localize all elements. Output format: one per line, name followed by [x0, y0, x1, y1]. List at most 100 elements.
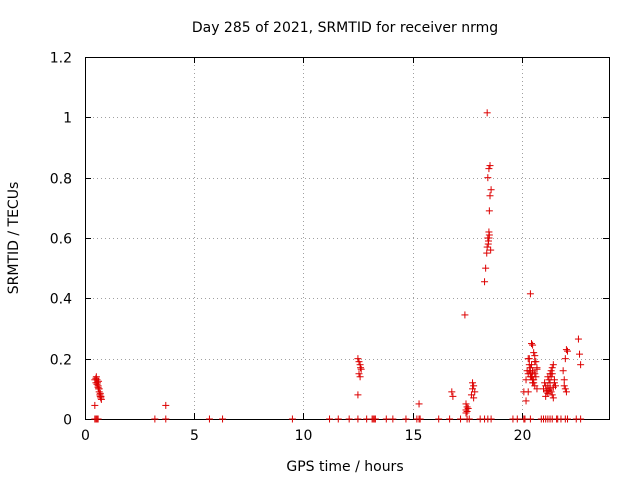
data-point: [484, 174, 492, 182]
data-point: [559, 367, 567, 375]
data-point: [449, 392, 457, 400]
data-point: [561, 385, 569, 393]
data-point: [577, 415, 585, 423]
data-point: [334, 415, 342, 423]
data-point: [524, 388, 532, 396]
data-point: [205, 415, 213, 423]
data-point: [544, 382, 552, 390]
y-tick-label: 0.2: [50, 353, 72, 369]
data-point: [356, 373, 364, 381]
data-point: [522, 397, 530, 405]
data-point: [151, 415, 159, 423]
data-point: [463, 407, 471, 415]
data-point: [547, 373, 555, 381]
data-point: [435, 415, 443, 423]
chart-title: Day 285 of 2021, SRMTID for receiver nrm…: [192, 20, 498, 36]
data-point: [486, 192, 494, 200]
data-point: [469, 379, 477, 387]
data-point: [550, 376, 558, 384]
data-point: [465, 415, 473, 423]
data-point: [533, 385, 541, 393]
data-point: [354, 415, 362, 423]
data-point: [548, 391, 556, 399]
data-point: [355, 370, 363, 378]
data-point: [357, 365, 365, 373]
x-axis-title: GPS time / hours: [286, 459, 403, 475]
data-point: [486, 162, 494, 170]
data-point: [462, 409, 470, 417]
data-point: [357, 364, 365, 372]
data-point: [548, 370, 556, 378]
data-point: [326, 415, 334, 423]
data-point: [531, 358, 539, 366]
y-axis-title: SRMTID / TECUs: [6, 182, 22, 295]
data-point: [562, 388, 570, 396]
data-point: [354, 391, 362, 399]
data-point: [485, 231, 493, 239]
data-point: [96, 389, 104, 397]
data-point: [389, 415, 397, 423]
data-point: [522, 376, 530, 384]
data-point: [564, 347, 572, 355]
data-point: [95, 385, 103, 393]
data-point: [471, 388, 479, 396]
data-point: [461, 311, 469, 319]
data-point: [93, 380, 101, 388]
x-tick-label: 10: [295, 428, 313, 444]
data-point: [549, 361, 557, 369]
x-tick-label: 20: [514, 428, 532, 444]
data-point: [543, 386, 551, 394]
data-point: [487, 415, 495, 423]
x-tick-label: 5: [190, 428, 199, 444]
x-tick-label: 15: [405, 428, 423, 444]
data-point: [529, 368, 537, 376]
data-point: [529, 379, 537, 387]
data-point: [446, 415, 454, 423]
data-point: [532, 373, 540, 381]
x-tick-label: 0: [81, 428, 90, 444]
data-point: [529, 341, 537, 349]
data-point: [162, 401, 170, 409]
y-tick-labels: 0 0.2 0.4 0.6 0.8 1 1.2: [50, 51, 72, 429]
data-point: [549, 394, 557, 402]
data-point: [481, 278, 489, 286]
data-point: [288, 415, 296, 423]
data-point: [487, 246, 495, 254]
data-point: [576, 350, 584, 358]
y-tick-label: 0.4: [50, 292, 72, 308]
data-point: [564, 415, 572, 423]
data-point: [485, 207, 493, 215]
data-point: [487, 186, 495, 194]
y-tick-label: 0.8: [50, 172, 72, 188]
data-point: [92, 373, 100, 381]
data-point: [531, 352, 539, 360]
data-point: [525, 355, 533, 363]
data-point: [457, 415, 465, 423]
y-tick-label: 1: [63, 111, 72, 127]
data-point: [513, 415, 521, 423]
data-point: [97, 392, 105, 400]
data-point: [530, 349, 538, 357]
data-point: [561, 355, 569, 363]
data-point: [547, 367, 555, 375]
data-point: [526, 415, 534, 423]
data-point: [415, 400, 423, 408]
data-point: [483, 249, 491, 257]
x-tick-labels: 0 5 10 15 20: [81, 428, 531, 444]
data-point: [464, 404, 472, 412]
data-point: [526, 290, 534, 298]
data-point: [549, 383, 557, 391]
data-point: [483, 243, 491, 251]
data-point: [482, 264, 490, 272]
data-point: [548, 364, 556, 372]
data-point: [448, 388, 456, 396]
data-point: [382, 415, 390, 423]
data-point: [483, 109, 491, 117]
data-points: [91, 109, 585, 423]
data-point: [470, 382, 478, 390]
data-point: [485, 165, 493, 173]
data-point: [462, 400, 470, 408]
data-point: [484, 240, 492, 248]
data-point: [91, 376, 99, 384]
